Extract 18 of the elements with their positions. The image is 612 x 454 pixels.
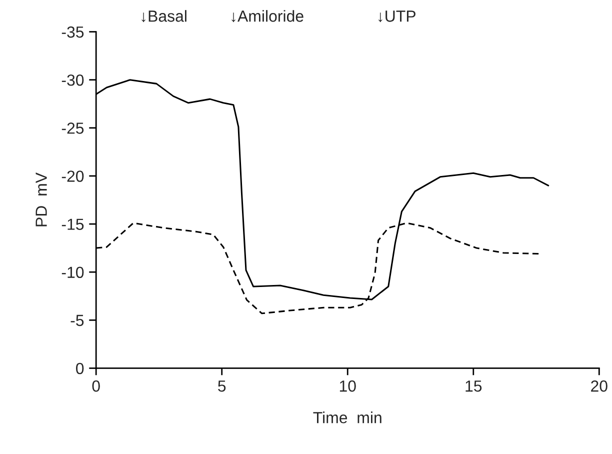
x-tick-label: 10 xyxy=(340,380,356,392)
y-tick-label: -10 xyxy=(62,266,84,278)
x-tick-label: 15 xyxy=(466,380,482,392)
x-axis-title: Time min xyxy=(313,412,382,424)
y-tick-label: 0 xyxy=(76,362,84,374)
text: ↓UTP xyxy=(378,10,416,22)
x-tick-label: 0 xyxy=(92,380,100,392)
y-tick-label: -15 xyxy=(62,218,84,230)
y-axis-title: PD mV xyxy=(36,172,47,226)
text: ↓Basal xyxy=(142,10,186,22)
y-tick-label: -35 xyxy=(62,26,84,38)
y-tick-label: -5 xyxy=(70,314,84,326)
y-tick-label: -25 xyxy=(62,122,84,134)
text: ↓Amiloride xyxy=(232,10,304,22)
x-tick-label: 5 xyxy=(218,380,226,392)
x-tick-label: 20 xyxy=(591,380,608,392)
y-tick-label: -20 xyxy=(62,170,84,182)
y-tick-label: -30 xyxy=(62,74,84,86)
